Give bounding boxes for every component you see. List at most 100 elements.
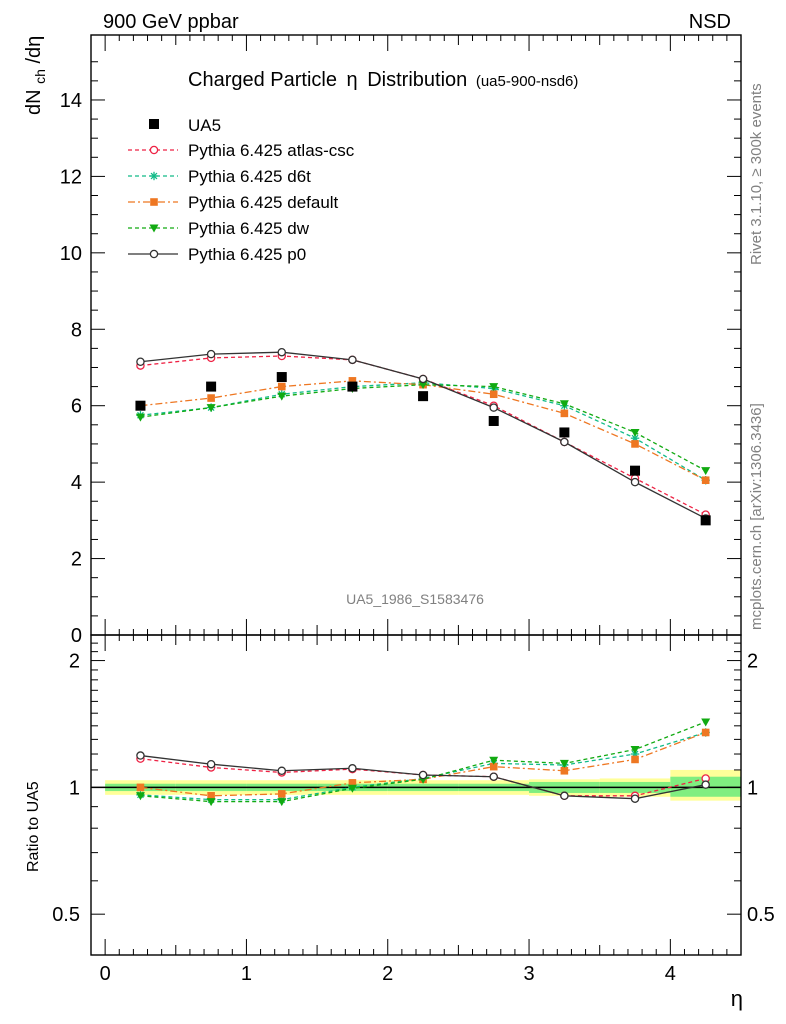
legend-entry-2: Pythia 6.425 default (128, 193, 339, 212)
series-point-3 (489, 383, 499, 392)
y-axis-label-main: dN (23, 89, 45, 115)
ratio-point-3 (701, 718, 711, 727)
ratio-frame (90, 634, 742, 956)
ratio-point-2 (631, 755, 639, 764)
ratio-y-axis-label: Ratio to UA5 (25, 781, 42, 872)
legend-entry-1: Pythia 6.425 d6t (128, 167, 311, 186)
header-left-label: 900 GeV ppbar (103, 11, 239, 33)
legend-label-2: Pythia 6.425 default (188, 193, 339, 212)
y-tick-label: 14 (60, 90, 82, 112)
series-point-2 (560, 409, 569, 418)
y-tick-label: 2 (71, 549, 82, 571)
series-point-2 (631, 440, 639, 448)
ratio-point-2 (489, 762, 498, 771)
ratio-point-4 (489, 772, 498, 781)
series-point-3 (206, 404, 216, 413)
chart-subtitle: (ua5-900-nsd6) (476, 73, 579, 90)
series-point-2 (207, 394, 215, 402)
series-point-4 (418, 374, 428, 384)
series-point-4 (489, 403, 498, 412)
ratio-point-4 (136, 751, 145, 760)
series-point-4 (630, 477, 640, 487)
ratio-point-4 (418, 770, 428, 780)
y-tick-label: 0 (71, 625, 82, 647)
series-point-4 (136, 357, 145, 367)
ratio-point-2 (207, 791, 215, 800)
x-axis-label: η (731, 986, 743, 1011)
y-tick-label: 4 (71, 472, 82, 494)
series-line-2 (140, 380, 706, 481)
ratio-point-3 (135, 792, 145, 801)
series-point-4 (560, 437, 569, 447)
ratio-point-4 (277, 766, 287, 776)
legend-label-1: Pythia 6.425 d6t (188, 167, 311, 186)
x-tick-label: 2 (382, 963, 393, 985)
x-tick-label: 0 (100, 963, 111, 985)
chart-title-symbol: η (347, 69, 358, 91)
data-point-ua5 (206, 381, 217, 392)
ratio-point-4 (701, 780, 710, 789)
y-axis-label-tail: /dη (23, 36, 45, 64)
data-point-ua5 (276, 372, 287, 383)
series-point-2 (701, 476, 710, 485)
y-tick-label: 12 (60, 166, 82, 188)
series-point-4 (348, 355, 357, 365)
data-point-ua5 (347, 381, 358, 392)
chart-title-text: Charged Particle (188, 69, 337, 91)
series-line-0 (140, 355, 706, 516)
series-point-3 (418, 381, 428, 390)
ratio-line-1 (140, 731, 706, 801)
ratio-point-4 (560, 791, 569, 801)
chart-title: Charged Particle η Distribution (ua5-900… (188, 69, 578, 91)
legend-label-0: Pythia 6.425 atlas-csc (188, 141, 355, 160)
ratio-line-2 (140, 731, 706, 797)
ratio-y-tick-label-right: 2 (747, 651, 758, 673)
legend-label-3: Pythia 6.425 dw (188, 219, 310, 238)
ratio-point-3 (630, 746, 640, 755)
series-point-3 (701, 467, 711, 476)
chart-title-tail: Distribution (367, 69, 467, 91)
y-axis-label: dN ch /dη (23, 36, 50, 115)
legend-label-4: Pythia 6.425 p0 (188, 245, 306, 264)
series-point-2 (489, 390, 498, 399)
data-point-ua5 (700, 515, 711, 526)
legend-entry-3: Pythia 6.425 dw (128, 219, 310, 238)
ratio-y-tick-label: 0.5 (52, 904, 80, 926)
legend-marker-4 (149, 249, 159, 259)
series-point-2 (348, 377, 357, 385)
y-tick-label: 10 (60, 243, 82, 265)
analysis-watermark: UA5_1986_S1583476 (346, 591, 484, 607)
data-point-ua5 (418, 391, 429, 402)
ratio-point-2 (560, 766, 569, 775)
ratio-panel: 0 1 2 3 4 0.5 0.5 1 1 2 2 (52, 634, 775, 985)
legend-label-ua5: UA5 (188, 116, 221, 135)
series-line-3 (140, 384, 706, 472)
data-point-ua5 (488, 415, 499, 426)
series-point-3 (135, 413, 145, 422)
y-tick-label: 6 (71, 396, 82, 418)
ratio-point-4 (348, 764, 357, 773)
ratio-point-3 (489, 756, 499, 765)
x-tick-label: 3 (523, 963, 534, 985)
ratio-y-tick-label-right: 1 (747, 777, 758, 799)
series-point-3 (630, 428, 640, 437)
mcplots-label: mcplots.cern.ch [arXiv:1306.3436] (748, 403, 765, 630)
ratio-point-3 (559, 759, 569, 768)
legend-marker-ua5 (149, 119, 159, 129)
series-point-2 (277, 382, 286, 391)
ratio-point-4 (630, 794, 640, 803)
data-point-ua5 (135, 400, 146, 411)
ratio-point-2 (348, 779, 357, 787)
series-point-3 (559, 400, 569, 409)
rivet-label: Rivet 3.1.10, ≥ 300k events (748, 83, 765, 265)
ratio-point-2 (701, 728, 710, 737)
series-point-4 (277, 347, 287, 357)
data-point-ua5 (630, 465, 641, 476)
series-point-3 (277, 392, 287, 401)
ratio-y-tick-label-right: 0.5 (747, 904, 775, 926)
legend-marker-0 (149, 145, 159, 155)
legend-marker-3 (149, 224, 159, 233)
ratio-point-2 (277, 790, 286, 798)
legend-entry-0: Pythia 6.425 atlas-csc (128, 141, 355, 160)
